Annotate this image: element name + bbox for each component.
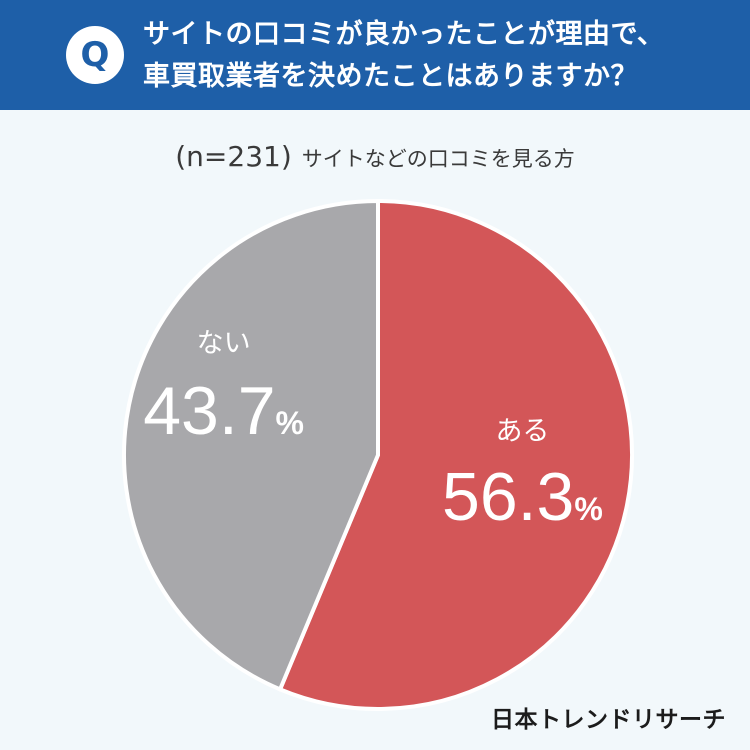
respondent-group: サイトなどの口コミを見る方 xyxy=(301,147,575,171)
pie-slice-1 xyxy=(278,199,634,711)
brand-logo: 日本トレンドリサーチ xyxy=(491,707,726,733)
slice-value-label-1: 56.3% xyxy=(442,459,603,535)
question-badge: Q xyxy=(66,26,124,84)
question-text: サイトの口コミが良かったことが理由で、 車買取業者を決めたことはありますか？ xyxy=(143,14,743,98)
slice-category-label-2: ない xyxy=(197,328,251,359)
question-line-1: サイトの口コミが良かったことが理由で、 xyxy=(143,19,665,50)
sample-size: (n=231) xyxy=(175,140,292,173)
pie-slice-2 xyxy=(122,199,380,692)
slice-category-label-1: ある xyxy=(495,416,549,447)
chart-subtitle: (n=231) サイトなどの口コミを見る方 xyxy=(0,140,750,173)
slice-value-label-2: 43.7% xyxy=(143,373,304,449)
question-header: Q サイトの口コミが良かったことが理由で、 車買取業者を決めたことはありますか？ xyxy=(0,0,750,110)
question-line-2: 車買取業者を決めたことはありますか？ xyxy=(143,61,638,92)
